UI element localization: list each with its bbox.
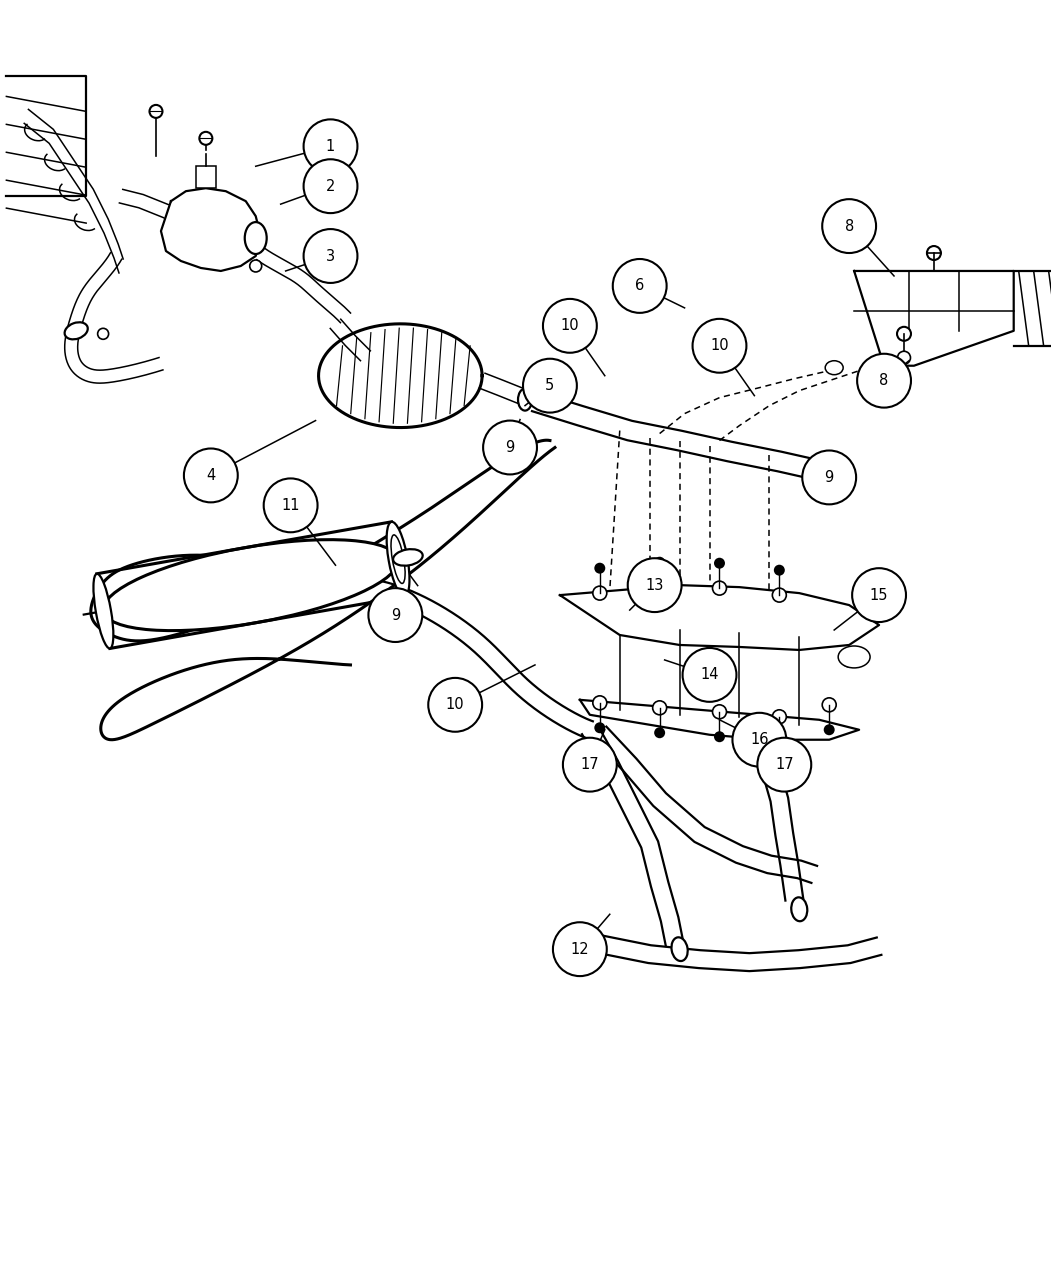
Ellipse shape	[791, 898, 807, 922]
Circle shape	[553, 922, 607, 977]
Circle shape	[897, 351, 910, 365]
Circle shape	[563, 738, 616, 792]
Circle shape	[772, 588, 786, 602]
Circle shape	[757, 738, 811, 792]
Text: 9: 9	[505, 440, 514, 455]
Circle shape	[897, 326, 911, 340]
Ellipse shape	[838, 646, 870, 668]
Text: 10: 10	[710, 338, 729, 353]
Circle shape	[774, 736, 785, 747]
Text: 2: 2	[326, 179, 336, 194]
Polygon shape	[854, 272, 1014, 366]
Circle shape	[654, 557, 665, 567]
Text: 1: 1	[326, 139, 336, 154]
Ellipse shape	[814, 460, 828, 482]
Circle shape	[652, 580, 667, 594]
Ellipse shape	[94, 574, 114, 649]
Circle shape	[593, 586, 607, 601]
Text: 4: 4	[206, 468, 216, 483]
Text: 8: 8	[879, 374, 889, 388]
Text: 10: 10	[446, 697, 465, 713]
Circle shape	[654, 727, 665, 738]
Text: 17: 17	[581, 757, 600, 773]
Text: 5: 5	[545, 379, 554, 393]
Ellipse shape	[518, 389, 532, 411]
Circle shape	[774, 565, 785, 576]
Text: 9: 9	[825, 470, 834, 484]
Text: 11: 11	[281, 497, 300, 513]
Circle shape	[803, 450, 856, 505]
Circle shape	[612, 259, 667, 312]
Circle shape	[652, 701, 667, 715]
Ellipse shape	[671, 937, 688, 961]
Circle shape	[368, 588, 422, 643]
Bar	[196, 166, 216, 189]
Text: 13: 13	[646, 578, 664, 593]
Ellipse shape	[387, 521, 409, 597]
Text: 9: 9	[390, 608, 400, 622]
Circle shape	[683, 648, 736, 701]
Circle shape	[304, 230, 358, 283]
Circle shape	[264, 478, 318, 532]
Circle shape	[732, 713, 786, 766]
Circle shape	[594, 722, 605, 733]
Text: 17: 17	[775, 757, 793, 773]
Polygon shape	[161, 189, 261, 272]
Circle shape	[823, 199, 876, 252]
Polygon shape	[319, 324, 482, 427]
Text: 12: 12	[570, 942, 589, 956]
Ellipse shape	[825, 361, 843, 375]
Circle shape	[772, 710, 786, 724]
Circle shape	[304, 159, 358, 213]
Circle shape	[200, 131, 213, 145]
Polygon shape	[580, 700, 859, 739]
Ellipse shape	[64, 323, 87, 339]
Circle shape	[184, 449, 238, 502]
Text: 15: 15	[870, 588, 888, 603]
Text: 14: 14	[701, 667, 719, 682]
Ellipse shape	[245, 222, 267, 254]
Circle shape	[98, 329, 108, 339]
Ellipse shape	[393, 550, 423, 566]
Text: 16: 16	[750, 732, 769, 747]
Text: 8: 8	[845, 218, 854, 233]
Circle shape	[692, 319, 747, 372]
Text: 3: 3	[326, 249, 336, 264]
Circle shape	[714, 557, 725, 569]
Text: 10: 10	[561, 319, 580, 333]
Text: 6: 6	[635, 278, 644, 293]
Circle shape	[249, 260, 262, 272]
Ellipse shape	[103, 539, 399, 631]
Circle shape	[523, 358, 576, 413]
Circle shape	[543, 298, 596, 353]
Circle shape	[712, 705, 727, 719]
Circle shape	[712, 581, 727, 595]
Circle shape	[628, 558, 682, 612]
Circle shape	[483, 421, 537, 474]
Polygon shape	[560, 585, 879, 650]
Circle shape	[428, 678, 482, 732]
Circle shape	[149, 105, 162, 117]
Circle shape	[304, 120, 358, 173]
Circle shape	[843, 653, 856, 667]
Circle shape	[823, 697, 836, 711]
Circle shape	[927, 246, 940, 260]
Circle shape	[824, 724, 834, 736]
Circle shape	[714, 732, 725, 742]
Circle shape	[857, 353, 911, 408]
Circle shape	[593, 696, 607, 710]
Circle shape	[594, 562, 605, 574]
Circle shape	[852, 569, 906, 622]
